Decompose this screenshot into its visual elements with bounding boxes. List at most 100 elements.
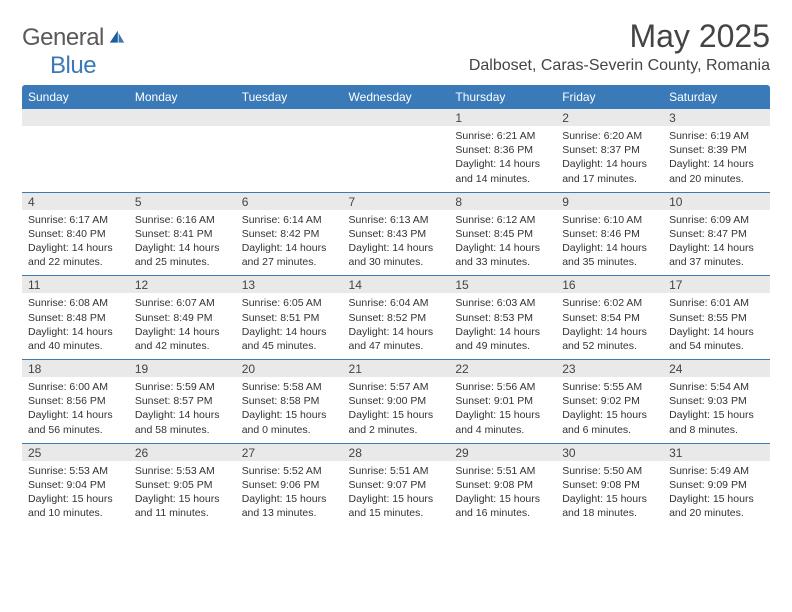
day-data: Sunrise: 5:49 AMSunset: 9:09 PMDaylight:… [663, 461, 770, 527]
day-number: 9 [556, 193, 663, 210]
day-data: Sunrise: 5:55 AMSunset: 9:02 PMDaylight:… [556, 377, 663, 443]
day-data: Sunrise: 5:56 AMSunset: 9:01 PMDaylight:… [449, 377, 556, 443]
calendar-table: SundayMondayTuesdayWednesdayThursdayFrid… [22, 85, 770, 526]
day-data: Sunrise: 6:07 AMSunset: 8:49 PMDaylight:… [129, 293, 236, 359]
calendar-cell: 5Sunrise: 6:16 AMSunset: 8:41 PMDaylight… [129, 192, 236, 276]
calendar-cell: 17Sunrise: 6:01 AMSunset: 8:55 PMDayligh… [663, 276, 770, 360]
day-data: Sunrise: 6:12 AMSunset: 8:45 PMDaylight:… [449, 210, 556, 276]
day-data: Sunrise: 6:17 AMSunset: 8:40 PMDaylight:… [22, 210, 129, 276]
day-number: 10 [663, 193, 770, 210]
calendar-week: 11Sunrise: 6:08 AMSunset: 8:48 PMDayligh… [22, 276, 770, 360]
day-data: Sunrise: 5:50 AMSunset: 9:08 PMDaylight:… [556, 461, 663, 527]
logo-text-general: General [22, 24, 104, 51]
day-number: 29 [449, 444, 556, 461]
day-number: 1 [449, 109, 556, 126]
day-data: Sunrise: 6:16 AMSunset: 8:41 PMDaylight:… [129, 210, 236, 276]
calendar-cell: 7Sunrise: 6:13 AMSunset: 8:43 PMDaylight… [343, 192, 450, 276]
calendar-cell [343, 109, 450, 192]
day-number: 18 [22, 360, 129, 377]
day-data: Sunrise: 6:05 AMSunset: 8:51 PMDaylight:… [236, 293, 343, 359]
calendar-cell: 23Sunrise: 5:55 AMSunset: 9:02 PMDayligh… [556, 360, 663, 444]
day-data: Sunrise: 6:04 AMSunset: 8:52 PMDaylight:… [343, 293, 450, 359]
day-header: Saturday [663, 85, 770, 109]
day-number: 28 [343, 444, 450, 461]
day-number: 21 [343, 360, 450, 377]
calendar-cell: 11Sunrise: 6:08 AMSunset: 8:48 PMDayligh… [22, 276, 129, 360]
calendar-cell: 27Sunrise: 5:52 AMSunset: 9:06 PMDayligh… [236, 443, 343, 526]
day-data: Sunrise: 5:59 AMSunset: 8:57 PMDaylight:… [129, 377, 236, 443]
day-data: Sunrise: 6:08 AMSunset: 8:48 PMDaylight:… [22, 293, 129, 359]
day-data: Sunrise: 6:20 AMSunset: 8:37 PMDaylight:… [556, 126, 663, 192]
calendar-cell: 14Sunrise: 6:04 AMSunset: 8:52 PMDayligh… [343, 276, 450, 360]
day-data [129, 126, 236, 186]
day-data: Sunrise: 5:53 AMSunset: 9:05 PMDaylight:… [129, 461, 236, 527]
calendar-cell: 26Sunrise: 5:53 AMSunset: 9:05 PMDayligh… [129, 443, 236, 526]
day-header: Wednesday [343, 85, 450, 109]
calendar-page: GeneralBlue May 2025 Dalboset, Caras-Sev… [0, 0, 792, 538]
day-number: 11 [22, 276, 129, 293]
logo-sail-icon [107, 29, 127, 50]
day-data: Sunrise: 6:09 AMSunset: 8:47 PMDaylight:… [663, 210, 770, 276]
day-data: Sunrise: 5:53 AMSunset: 9:04 PMDaylight:… [22, 461, 129, 527]
calendar-cell: 25Sunrise: 5:53 AMSunset: 9:04 PMDayligh… [22, 443, 129, 526]
day-data [22, 126, 129, 186]
day-number: 17 [663, 276, 770, 293]
day-data: Sunrise: 5:54 AMSunset: 9:03 PMDaylight:… [663, 377, 770, 443]
day-number: 25 [22, 444, 129, 461]
day-data: Sunrise: 5:52 AMSunset: 9:06 PMDaylight:… [236, 461, 343, 527]
calendar-cell: 28Sunrise: 5:51 AMSunset: 9:07 PMDayligh… [343, 443, 450, 526]
calendar-cell: 30Sunrise: 5:50 AMSunset: 9:08 PMDayligh… [556, 443, 663, 526]
day-number: 4 [22, 193, 129, 210]
calendar-week: 1Sunrise: 6:21 AMSunset: 8:36 PMDaylight… [22, 109, 770, 192]
day-number: 3 [663, 109, 770, 126]
day-header: Tuesday [236, 85, 343, 109]
calendar-cell: 19Sunrise: 5:59 AMSunset: 8:57 PMDayligh… [129, 360, 236, 444]
day-number: 15 [449, 276, 556, 293]
calendar-cell [22, 109, 129, 192]
day-data: Sunrise: 6:21 AMSunset: 8:36 PMDaylight:… [449, 126, 556, 192]
day-data: Sunrise: 6:14 AMSunset: 8:42 PMDaylight:… [236, 210, 343, 276]
calendar-cell: 8Sunrise: 6:12 AMSunset: 8:45 PMDaylight… [449, 192, 556, 276]
day-header: Thursday [449, 85, 556, 109]
day-number: 27 [236, 444, 343, 461]
day-number [129, 109, 236, 126]
day-number: 7 [343, 193, 450, 210]
calendar-cell: 6Sunrise: 6:14 AMSunset: 8:42 PMDaylight… [236, 192, 343, 276]
calendar-cell: 21Sunrise: 5:57 AMSunset: 9:00 PMDayligh… [343, 360, 450, 444]
day-number [343, 109, 450, 126]
calendar-cell: 29Sunrise: 5:51 AMSunset: 9:08 PMDayligh… [449, 443, 556, 526]
day-data: Sunrise: 5:51 AMSunset: 9:07 PMDaylight:… [343, 461, 450, 527]
logo-text-blue: Blue [50, 52, 96, 79]
calendar-week: 25Sunrise: 5:53 AMSunset: 9:04 PMDayligh… [22, 443, 770, 526]
day-data: Sunrise: 6:02 AMSunset: 8:54 PMDaylight:… [556, 293, 663, 359]
calendar-cell: 1Sunrise: 6:21 AMSunset: 8:36 PMDaylight… [449, 109, 556, 192]
calendar-cell: 12Sunrise: 6:07 AMSunset: 8:49 PMDayligh… [129, 276, 236, 360]
day-number: 24 [663, 360, 770, 377]
day-number: 20 [236, 360, 343, 377]
calendar-week: 18Sunrise: 6:00 AMSunset: 8:56 PMDayligh… [22, 360, 770, 444]
calendar-cell: 20Sunrise: 5:58 AMSunset: 8:58 PMDayligh… [236, 360, 343, 444]
calendar-cell: 15Sunrise: 6:03 AMSunset: 8:53 PMDayligh… [449, 276, 556, 360]
day-number [236, 109, 343, 126]
day-data: Sunrise: 6:13 AMSunset: 8:43 PMDaylight:… [343, 210, 450, 276]
month-title: May 2025 [469, 18, 770, 55]
title-block: May 2025 Dalboset, Caras-Severin County,… [469, 18, 770, 81]
calendar-cell: 4Sunrise: 6:17 AMSunset: 8:40 PMDaylight… [22, 192, 129, 276]
day-data: Sunrise: 6:19 AMSunset: 8:39 PMDaylight:… [663, 126, 770, 192]
day-data: Sunrise: 5:57 AMSunset: 9:00 PMDaylight:… [343, 377, 450, 443]
calendar-cell: 13Sunrise: 6:05 AMSunset: 8:51 PMDayligh… [236, 276, 343, 360]
day-number: 5 [129, 193, 236, 210]
calendar-cell: 10Sunrise: 6:09 AMSunset: 8:47 PMDayligh… [663, 192, 770, 276]
calendar-cell: 2Sunrise: 6:20 AMSunset: 8:37 PMDaylight… [556, 109, 663, 192]
day-data: Sunrise: 5:51 AMSunset: 9:08 PMDaylight:… [449, 461, 556, 527]
day-header: Monday [129, 85, 236, 109]
day-data [343, 126, 450, 186]
calendar-cell: 9Sunrise: 6:10 AMSunset: 8:46 PMDaylight… [556, 192, 663, 276]
day-data [236, 126, 343, 186]
day-number: 12 [129, 276, 236, 293]
day-data: Sunrise: 6:03 AMSunset: 8:53 PMDaylight:… [449, 293, 556, 359]
day-header-row: SundayMondayTuesdayWednesdayThursdayFrid… [22, 85, 770, 109]
day-number: 23 [556, 360, 663, 377]
calendar-cell [236, 109, 343, 192]
day-number: 6 [236, 193, 343, 210]
